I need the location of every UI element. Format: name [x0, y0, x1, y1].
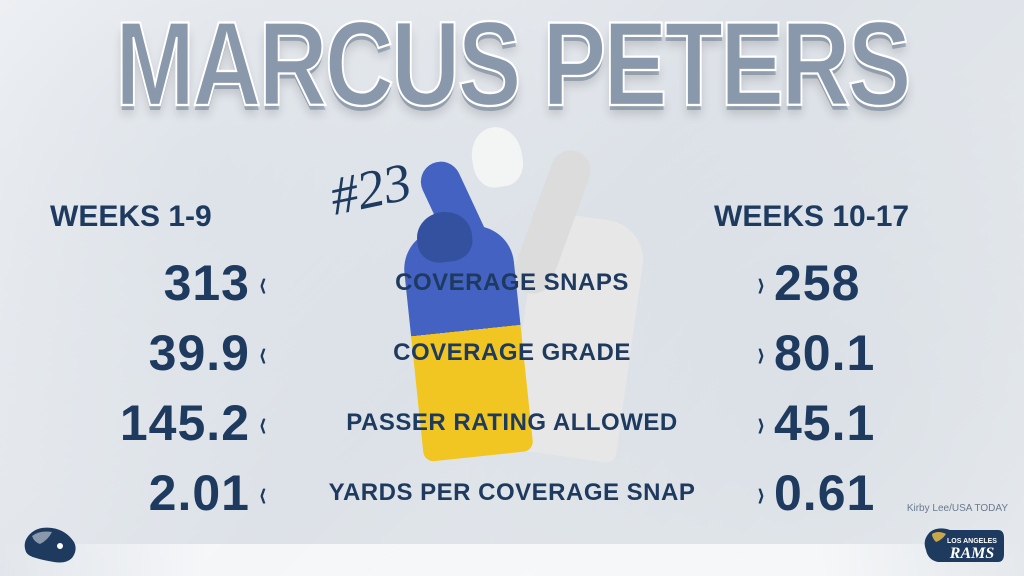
- table-header-row: WEEKS 1-9 WEEKS 10-17: [50, 200, 974, 234]
- stat-row: 313 ‹ COVERAGE SNAPS › 258: [50, 252, 974, 314]
- chevron-right-icon: ›: [753, 331, 769, 375]
- left-column-header: WEEKS 1-9: [50, 200, 330, 234]
- chevron-left-icon: ‹: [255, 331, 271, 375]
- stat-right-value: 45.1: [774, 394, 974, 452]
- stat-right-value: 258: [774, 254, 974, 312]
- chevron-left-icon: ‹: [255, 471, 271, 515]
- stat-right-value: 80.1: [774, 324, 974, 382]
- stat-row: 145.2 ‹ PASSER RATING ALLOWED › 45.1: [50, 392, 974, 454]
- chevron-left-icon: ‹: [255, 401, 271, 445]
- right-column-header: WEEKS 10-17: [714, 200, 974, 234]
- stat-label: PASSER RATING ALLOWED: [276, 409, 748, 437]
- stat-left-value: 2.01: [50, 464, 250, 522]
- rams-wordmark-logo-icon: LOS ANGELES RAMS: [920, 522, 1006, 568]
- stat-label: COVERAGE SNAPS: [276, 269, 748, 297]
- stat-left-value: 39.9: [50, 324, 250, 382]
- rams-head-logo-icon: [18, 522, 82, 568]
- bottom-gradient-bar: [0, 544, 1024, 576]
- stat-row: 39.9 ‹ COVERAGE GRADE › 80.1: [50, 322, 974, 384]
- chevron-right-icon: ›: [753, 471, 769, 515]
- stat-label: COVERAGE GRADE: [276, 339, 748, 367]
- stat-row: 2.01 ‹ YARDS PER COVERAGE SNAP › 0.61: [50, 462, 974, 524]
- photo-credit: Kirby Lee/USA TODAY: [907, 503, 1008, 514]
- stats-comparison-table: WEEKS 1-9 WEEKS 10-17 313 ‹ COVERAGE SNA…: [0, 200, 1024, 532]
- chevron-right-icon: ›: [753, 261, 769, 305]
- svg-text:RAMS: RAMS: [949, 545, 995, 562]
- stat-label: YARDS PER COVERAGE SNAP: [276, 479, 748, 507]
- stat-left-value: 313: [50, 254, 250, 312]
- chevron-right-icon: ›: [753, 401, 769, 445]
- stat-left-value: 145.2: [50, 394, 250, 452]
- player-name-title: MARCUS PETERS: [41, 0, 983, 134]
- chevron-left-icon: ‹: [255, 261, 271, 305]
- svg-text:LOS ANGELES: LOS ANGELES: [947, 538, 997, 545]
